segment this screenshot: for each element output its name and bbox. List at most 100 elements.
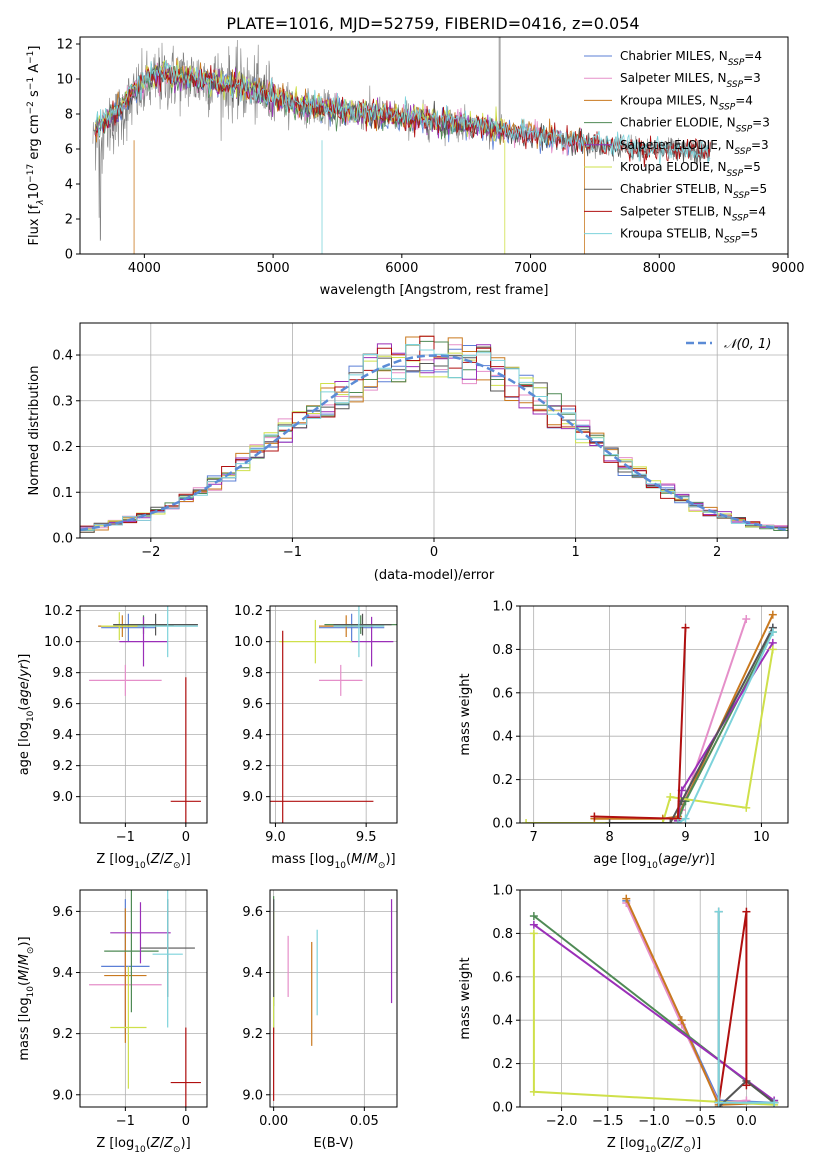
x-tick-label: 7000 bbox=[514, 261, 547, 276]
x-tick-label: 9000 bbox=[771, 261, 804, 276]
legend-entry: Kroupa MILES, NSSP=4 bbox=[620, 93, 753, 112]
y-axis-label: mass [log10(M/M⊙)] bbox=[17, 936, 36, 1060]
label-m: M bbox=[351, 852, 362, 867]
x-axis-label: age [log10(age/yr)] bbox=[593, 852, 715, 871]
plot-area bbox=[89, 890, 201, 1107]
label-slash: / bbox=[17, 676, 32, 681]
axes-frame bbox=[519, 605, 789, 824]
errorbar-kroupa-stelib bbox=[152, 890, 183, 1028]
x-tick-label: 9.5 bbox=[356, 830, 377, 845]
errorbar-kroupa-elodie bbox=[101, 612, 138, 641]
y-tick-label: 4 bbox=[65, 178, 73, 193]
label-msun: M bbox=[17, 954, 32, 965]
y-tick-label: 0.0 bbox=[492, 817, 513, 832]
label-sun: ⊙ bbox=[173, 1145, 181, 1155]
label-yr: yr bbox=[17, 662, 32, 678]
legend-ssp: SSP bbox=[728, 58, 745, 68]
label-slash: / bbox=[160, 1136, 165, 1151]
x-tick-label: −1 bbox=[283, 545, 302, 560]
x-tick-label: 4000 bbox=[128, 261, 161, 276]
x-axis-label: Z [log10(Z/Z⊙)] bbox=[96, 852, 190, 871]
errorbar-chabrier-stelib bbox=[333, 613, 392, 636]
legend-ssp: SSP bbox=[727, 169, 744, 179]
x-tick-label: −1 bbox=[116, 830, 135, 845]
legend-name: Salpeter STELIB, N bbox=[620, 204, 732, 218]
y-tick-label: 0.4 bbox=[52, 349, 73, 364]
legend-ssp: SSP bbox=[734, 147, 751, 157]
y-tick-label: 9.4 bbox=[242, 728, 263, 743]
marker-plus bbox=[768, 610, 777, 619]
plot-area bbox=[89, 606, 201, 823]
marker-plus bbox=[529, 1087, 538, 1096]
errorbar-chabrier-miles bbox=[101, 613, 156, 642]
panel-residuals: −2 −1 0 1 2 0.0 0.1 0.2 0.3 0.4 (data-model)/error… bbox=[27, 322, 789, 583]
x-axis-label: E(B-V) bbox=[313, 1136, 353, 1151]
y-axis-label: Normed distribution bbox=[27, 366, 42, 496]
axes-frame bbox=[79, 889, 208, 1108]
errorbar-kroupa-stelib bbox=[333, 606, 385, 658]
label-sub: 10 bbox=[646, 861, 658, 871]
label-open: ( bbox=[658, 852, 663, 867]
errorbar-kroupa-elodie bbox=[279, 619, 352, 664]
x-tick-label: 5000 bbox=[257, 261, 290, 276]
legend-ssp: SSP bbox=[732, 213, 749, 223]
y-tick-label: 0.4 bbox=[492, 730, 513, 745]
y-tick-label: 9.0 bbox=[52, 1088, 73, 1103]
label-base: age [log bbox=[17, 722, 32, 775]
plot-area bbox=[273, 896, 393, 1101]
ylabel-s-exp: −1 bbox=[26, 77, 36, 90]
label-close: )] bbox=[705, 852, 715, 867]
legend-entry: Chabrier STELIB, NSSP=5 bbox=[620, 182, 767, 201]
x-axis-label: (data-model)/error bbox=[374, 568, 495, 583]
label-open: ( bbox=[346, 852, 351, 867]
label-slash: / bbox=[670, 1136, 675, 1151]
label-zsun: Z bbox=[163, 852, 174, 867]
plot-area bbox=[522, 610, 777, 823]
label-open: ( bbox=[146, 852, 151, 867]
legend-nssp: =5 bbox=[743, 160, 761, 174]
ylabel-a: A bbox=[27, 64, 42, 77]
legend-ssp: SSP bbox=[727, 80, 744, 90]
marker-plus bbox=[522, 819, 531, 823]
label-z: Z bbox=[150, 1136, 161, 1151]
marker-plus bbox=[673, 819, 682, 823]
marker-plus bbox=[529, 920, 538, 929]
label-sun: ⊙ bbox=[683, 1145, 691, 1155]
x-tick-label: 0 bbox=[182, 1114, 190, 1129]
panel-spectrum: 4000 5000 6000 7000 8000 9000 0 2 4 6 8 10 12 wavelen… bbox=[26, 36, 805, 298]
label-sub: 10 bbox=[645, 1145, 657, 1155]
legend-nssp: =3 bbox=[752, 116, 770, 130]
x-axis-label: Z [log10(Z/Z⊙)] bbox=[96, 1136, 190, 1155]
legend-name: Kroupa STELIB, N bbox=[620, 227, 724, 241]
x-tick-label: −2 bbox=[141, 545, 160, 560]
x-tick-label: 0 bbox=[430, 545, 438, 560]
errorbar-kroupa-elodie bbox=[110, 966, 147, 1089]
y-tick-label: 9.4 bbox=[242, 966, 263, 981]
spectrum-model-kroupa-stelib bbox=[95, 60, 711, 165]
marker-plus bbox=[770, 1098, 779, 1107]
x-tick-label: 6000 bbox=[385, 261, 418, 276]
x-tick-label: 8000 bbox=[643, 261, 676, 276]
y-tick-label: 9.8 bbox=[242, 666, 263, 681]
legend-nssp: =4 bbox=[748, 204, 766, 218]
label-close: )] bbox=[385, 852, 395, 867]
legend-entry: Salpeter MILES, NSSP=3 bbox=[620, 71, 761, 90]
x-tick-label: −2.0 bbox=[546, 1114, 578, 1129]
label-sub: 10 bbox=[134, 1145, 146, 1155]
panel-z-vs-weight: −2.0 −1.5 −1.0 −0.5 0.0 0.0 0.2 0.4 0.6 0.8 1.0 Z [… bbox=[458, 884, 789, 1155]
legend-name: Chabrier MILES, N bbox=[620, 49, 728, 63]
legend-nssp: =4 bbox=[744, 49, 762, 63]
ylabel-main: Flux [f bbox=[27, 204, 42, 245]
panel-z-vs-mass: −1 09.09.29.49.6Z [log10(Z/Z⊙)]mass [log1… bbox=[17, 889, 208, 1155]
errorbar-salpeter-miles bbox=[318, 664, 363, 696]
ylabel-units: erg cm bbox=[27, 114, 42, 163]
panel-mass-vs-age: 9.0 9.5 9.0 9.2 9.4 9.6 9.8 10.0 10.2 mass [log10… bbox=[234, 604, 398, 871]
y-tick-label: 0.3 bbox=[52, 394, 73, 409]
label-sub: 10 bbox=[335, 861, 347, 871]
errorbar-salpeter-stelib bbox=[270, 630, 374, 823]
x-tick-label: 0.0 bbox=[736, 1114, 757, 1129]
y-tick-label: 10.2 bbox=[44, 604, 73, 619]
